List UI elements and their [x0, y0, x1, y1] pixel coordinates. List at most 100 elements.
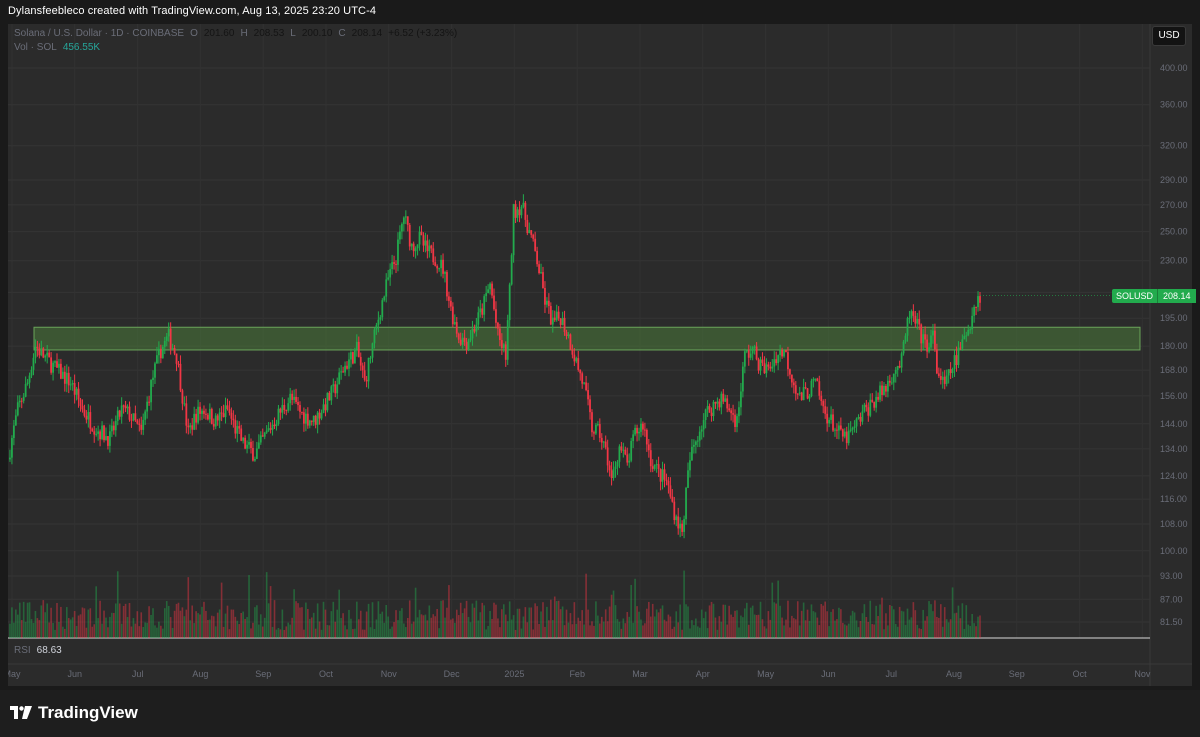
candle-body: [667, 480, 670, 486]
volume-bar: [11, 607, 13, 638]
candle-body: [281, 404, 284, 413]
volume-bar: [565, 609, 568, 638]
candle-body: [802, 387, 805, 401]
volume-bar: [224, 613, 227, 638]
volume-bar: [967, 624, 970, 638]
volume-bar: [212, 616, 215, 638]
volume-bar: [818, 625, 821, 638]
candle-body: [263, 432, 266, 437]
y-tick-label: 100.00: [1160, 546, 1188, 556]
candle-body: [363, 370, 366, 380]
volume-bar: [687, 606, 689, 638]
candle-body: [785, 350, 787, 353]
volume-bar: [591, 621, 593, 638]
volume-bar: [459, 602, 462, 638]
candle-body: [824, 406, 827, 414]
high-label: H: [240, 28, 248, 39]
volume-bar: [563, 625, 566, 638]
volume-bar: [381, 611, 384, 638]
candle-body: [967, 329, 970, 336]
candle-body: [612, 469, 615, 479]
volume-bar: [894, 623, 897, 638]
volume-bar: [814, 612, 817, 638]
candle-body: [342, 371, 345, 373]
volume-bar: [293, 589, 295, 638]
volume-bar: [228, 629, 231, 638]
candlestick-chart[interactable]: 81.50 87.00 93.00 100.00 108.00 116.00 124.00 1…: [8, 24, 1192, 686]
candle-body: [618, 446, 621, 462]
candle-body: [902, 341, 905, 354]
volume-bar: [857, 627, 860, 638]
volume-bar: [924, 620, 926, 638]
candle-body: [871, 399, 874, 402]
volume-bar: [142, 626, 145, 638]
candle-body: [851, 427, 854, 430]
candle-body: [745, 350, 748, 352]
candle-body: [834, 429, 836, 431]
volume-bar: [706, 628, 709, 638]
candle-body: [598, 424, 601, 438]
volume-bar: [908, 619, 911, 638]
volume-bar: [326, 625, 329, 638]
candle-body: [297, 401, 299, 406]
y-tick-label: 168.00: [1160, 365, 1188, 375]
candle-body: [500, 340, 503, 348]
volume-bar: [416, 617, 419, 638]
volume-bar: [630, 584, 632, 638]
volume-bar: [510, 619, 513, 638]
volume-bar: [865, 617, 868, 638]
volume-bar: [726, 624, 729, 638]
volume-bar: [199, 614, 201, 638]
candle-body: [367, 357, 370, 382]
volume-bar: [867, 621, 870, 638]
candle-body: [195, 413, 198, 423]
volume-bar: [154, 625, 156, 638]
volume-bar: [604, 609, 607, 638]
x-tick-label: Mar: [632, 669, 648, 679]
candle-body: [304, 413, 307, 424]
candle-body: [277, 408, 280, 424]
candle-body: [781, 350, 783, 357]
candle-body: [510, 255, 513, 285]
tradingview-logo[interactable]: TradingView: [10, 703, 138, 723]
candle-body: [663, 469, 666, 480]
candle-body: [387, 277, 390, 280]
volume-bar: [236, 620, 239, 638]
volume-bar: [77, 615, 80, 638]
candle-body: [963, 336, 966, 340]
volume-bar: [840, 609, 842, 638]
candle-body: [60, 363, 62, 379]
volume-bar: [765, 628, 768, 638]
y-tick-label: 250.00: [1160, 227, 1188, 237]
volume-bar: [863, 604, 866, 638]
volume-bar: [377, 601, 380, 638]
candle-body: [12, 425, 15, 439]
volume-bar: [691, 620, 693, 638]
candle-body: [177, 363, 180, 365]
candle-body: [783, 350, 785, 357]
candle-body: [206, 414, 209, 420]
volume-bar: [749, 607, 752, 638]
chart-area[interactable]: 81.50 87.00 93.00 100.00 108.00 116.00 124.00 1…: [8, 24, 1192, 686]
volume-bar: [732, 616, 734, 638]
currency-button[interactable]: USD: [1152, 26, 1186, 46]
volume-bar: [798, 625, 801, 638]
volume-bar: [861, 613, 864, 638]
candle-body: [348, 359, 350, 369]
volume-bar: [843, 624, 846, 638]
x-tick-label: Sep: [255, 669, 271, 679]
volume-bar: [520, 628, 523, 638]
candle-body: [375, 325, 378, 330]
candle-body: [859, 416, 862, 422]
candle-body: [412, 243, 415, 252]
candle-body: [659, 468, 662, 482]
volume-bar: [438, 628, 440, 638]
candle-body: [116, 410, 119, 421]
candle-body: [532, 234, 535, 239]
candle-body: [493, 295, 495, 310]
candle-body: [391, 262, 393, 270]
candle-body: [945, 375, 948, 384]
volume-bar: [700, 609, 703, 638]
x-tick-label: May: [8, 669, 21, 679]
y-tick-label: 81.50: [1160, 617, 1183, 627]
